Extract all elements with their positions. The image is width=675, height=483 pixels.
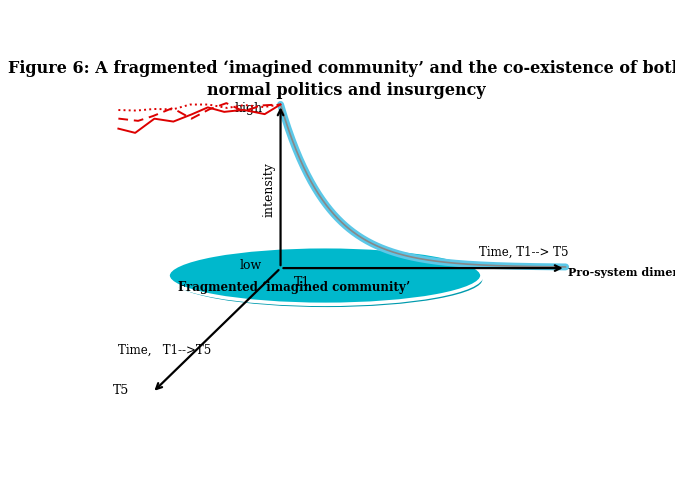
Text: T1: T1 bbox=[294, 276, 310, 289]
Text: Time, T1--> T5: Time, T1--> T5 bbox=[479, 246, 569, 259]
Text: intensity: intensity bbox=[263, 163, 275, 217]
Text: Figure 6: A fragmented ‘imagined community’ and the co-existence of both: Figure 6: A fragmented ‘imagined communi… bbox=[8, 60, 675, 77]
Text: Pro-system dimension: Pro-system dimension bbox=[568, 267, 675, 278]
Ellipse shape bbox=[168, 247, 482, 304]
Text: low: low bbox=[240, 258, 262, 271]
Text: Fragmented ‘imagined community’: Fragmented ‘imagined community’ bbox=[178, 281, 410, 294]
Text: normal politics and insurgency: normal politics and insurgency bbox=[207, 82, 485, 99]
Text: high: high bbox=[234, 101, 262, 114]
Text: Time,   T1-->T5: Time, T1-->T5 bbox=[118, 343, 212, 356]
Text: T5: T5 bbox=[113, 384, 130, 398]
Ellipse shape bbox=[170, 251, 484, 309]
